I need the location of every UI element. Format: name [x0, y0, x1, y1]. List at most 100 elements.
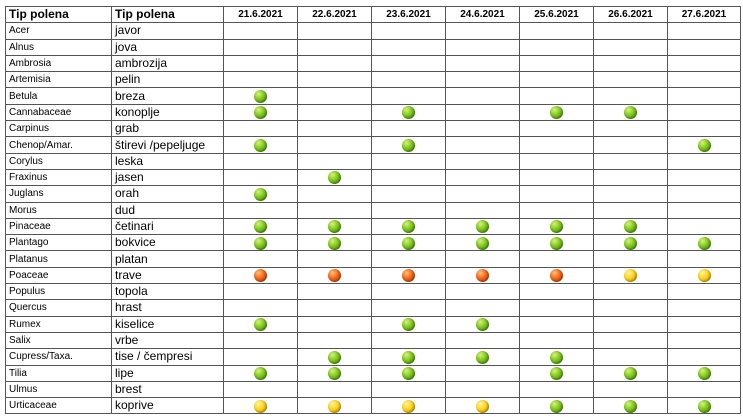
green-level-dot-icon: [254, 106, 267, 120]
level-cell: [519, 315, 594, 333]
table-row: Chenop/Amar. štirevi /pepeljuge: [5, 136, 741, 154]
level-cell: [667, 234, 741, 252]
header-date: 21.6.2021: [223, 5, 298, 24]
yellow-level-dot-icon: [476, 399, 489, 413]
level-cell: [297, 87, 372, 105]
level-cell: [445, 71, 520, 89]
level-cell: [667, 87, 741, 105]
level-cell: [445, 38, 520, 56]
local-name-cell: hrast: [111, 299, 224, 317]
level-cell: [445, 380, 520, 399]
level-cell: [593, 364, 668, 382]
level-cell: [371, 38, 446, 56]
level-cell: [445, 283, 520, 301]
level-cell: [371, 315, 446, 333]
level-cell: [667, 22, 741, 40]
level-cell: [223, 103, 298, 122]
green-level-dot-icon: [476, 318, 489, 332]
local-name-cell: grab: [111, 120, 224, 138]
table-row: Pinaceae četinari: [5, 217, 741, 236]
level-cell: [519, 22, 594, 40]
green-level-dot-icon: [624, 399, 637, 413]
latin-name-cell: Rumex: [5, 315, 112, 333]
local-name-cell: leska: [111, 152, 224, 170]
local-name-cell: trave: [111, 266, 224, 285]
level-cell: [593, 136, 668, 154]
local-name-cell: vrbe: [111, 331, 224, 350]
latin-name-cell: Tilia: [5, 364, 112, 382]
header-date: 26.6.2021: [593, 5, 668, 24]
local-name-cell: bokvice: [111, 234, 224, 252]
level-cell: [297, 266, 372, 285]
level-cell: [667, 71, 741, 89]
level-cell: [667, 217, 741, 236]
green-level-dot-icon: [550, 220, 563, 234]
level-cell: [445, 120, 520, 138]
latin-name-cell: Ambrosia: [5, 54, 112, 73]
green-level-dot-icon: [550, 399, 563, 413]
level-cell: [297, 217, 372, 236]
table-row: Plantago bokvice: [5, 234, 741, 252]
latin-name-cell: Pinaceae: [5, 217, 112, 236]
pollen-table: Tip polena Tip polena 21.6.2021 22.6.2021…: [5, 5, 741, 415]
level-cell: [223, 168, 298, 187]
table-body: Acer javor Alnus jova Ambrosia ambrozija Artem…: [5, 22, 741, 415]
table-row: Juglans orah: [5, 185, 741, 203]
green-level-dot-icon: [476, 220, 489, 234]
level-cell: [593, 299, 668, 317]
level-cell: [445, 299, 520, 317]
level-cell: [223, 38, 298, 56]
level-cell: [667, 331, 741, 350]
local-name-cell: tise / čempresi: [111, 348, 224, 366]
level-cell: [297, 380, 372, 399]
level-cell: [593, 217, 668, 236]
level-cell: [519, 217, 594, 236]
level-cell: [223, 380, 298, 399]
level-cell: [297, 120, 372, 138]
local-name-cell: četinari: [111, 217, 224, 236]
level-cell: [593, 234, 668, 252]
level-cell: [593, 168, 668, 187]
level-cell: [593, 38, 668, 56]
green-level-dot-icon: [254, 318, 267, 332]
green-level-dot-icon: [328, 366, 341, 380]
header-local-name: Tip polena: [111, 5, 224, 24]
green-level-dot-icon: [328, 350, 341, 364]
green-level-dot-icon: [254, 236, 267, 250]
level-cell: [593, 185, 668, 203]
level-cell: [445, 136, 520, 154]
green-level-dot-icon: [254, 187, 267, 201]
table-row: Tilia lipe: [5, 364, 741, 382]
level-cell: [371, 299, 446, 317]
level-cell: [371, 397, 446, 415]
level-cell: [519, 87, 594, 105]
green-level-dot-icon: [550, 106, 563, 120]
level-cell: [519, 71, 594, 89]
level-cell: [371, 136, 446, 154]
level-cell: [519, 54, 594, 73]
level-cell: [223, 234, 298, 252]
green-level-dot-icon: [254, 220, 267, 234]
level-cell: [593, 380, 668, 399]
green-level-dot-icon: [328, 171, 341, 185]
table-row: Fraxinus jasen: [5, 168, 741, 187]
level-cell: [519, 185, 594, 203]
level-cell: [223, 217, 298, 236]
table-row: Quercus hrast: [5, 299, 741, 317]
level-cell: [223, 22, 298, 40]
level-cell: [519, 201, 594, 219]
latin-name-cell: Plantago: [5, 234, 112, 252]
level-cell: [593, 201, 668, 219]
level-cell: [297, 185, 372, 203]
green-level-dot-icon: [402, 236, 415, 250]
header-row: Tip polena Tip polena 21.6.2021 22.6.2021…: [5, 5, 741, 24]
level-cell: [223, 71, 298, 89]
level-cell: [445, 348, 520, 366]
level-cell: [297, 136, 372, 154]
level-cell: [445, 54, 520, 73]
table-row: Poaceae trave: [5, 266, 741, 285]
green-level-dot-icon: [402, 318, 415, 332]
green-level-dot-icon: [402, 366, 415, 380]
level-cell: [593, 22, 668, 40]
level-cell: [519, 299, 594, 317]
